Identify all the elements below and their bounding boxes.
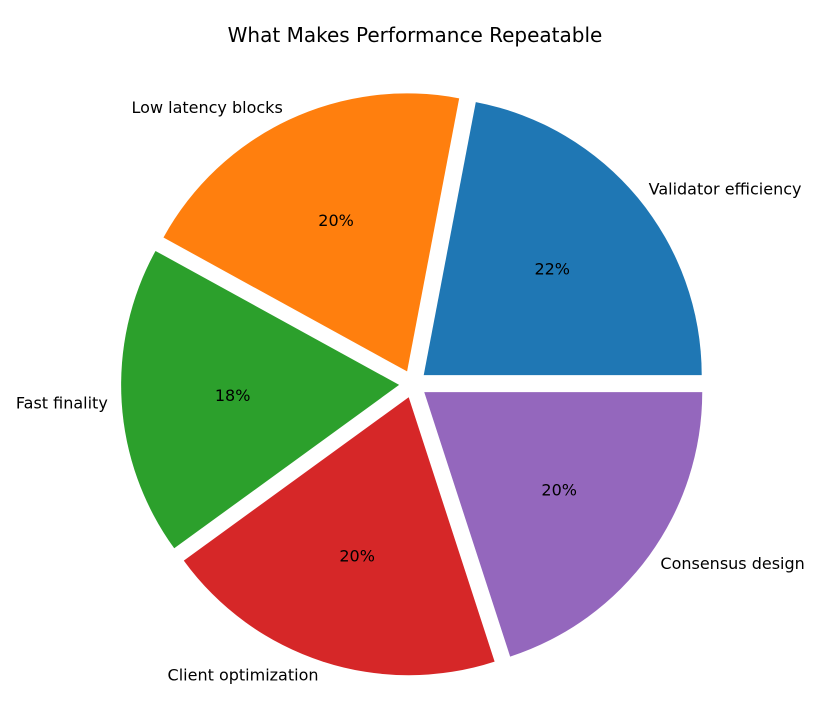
pie-category-label: Client optimization xyxy=(168,665,319,684)
pie-slice-consensus-design xyxy=(424,392,703,657)
pie-category-label: Fast finality xyxy=(16,394,108,413)
pie-slice-low-latency-blocks xyxy=(163,93,460,372)
pie-slices xyxy=(121,93,703,676)
pie-value-label: 22% xyxy=(534,259,570,278)
pie-slice-validator-efficiency xyxy=(423,102,702,376)
pie-slice-client-optimization xyxy=(183,397,495,676)
pie-category-label: Consensus design xyxy=(660,554,804,573)
pie-category-label: Low latency blocks xyxy=(132,98,283,117)
pie-value-label: 18% xyxy=(215,386,251,405)
pie-category-label: Validator efficiency xyxy=(649,180,802,199)
pie-slice-fast-finality xyxy=(121,250,400,549)
pie-labels: 22% Validator efficiency 20% Low latency bl… xyxy=(16,98,805,685)
pie-value-label: 20% xyxy=(541,481,577,500)
pie-value-label: 20% xyxy=(318,211,354,230)
pie-value-label: 20% xyxy=(339,546,375,565)
chart-title: What Makes Performance Repeatable xyxy=(228,23,603,47)
